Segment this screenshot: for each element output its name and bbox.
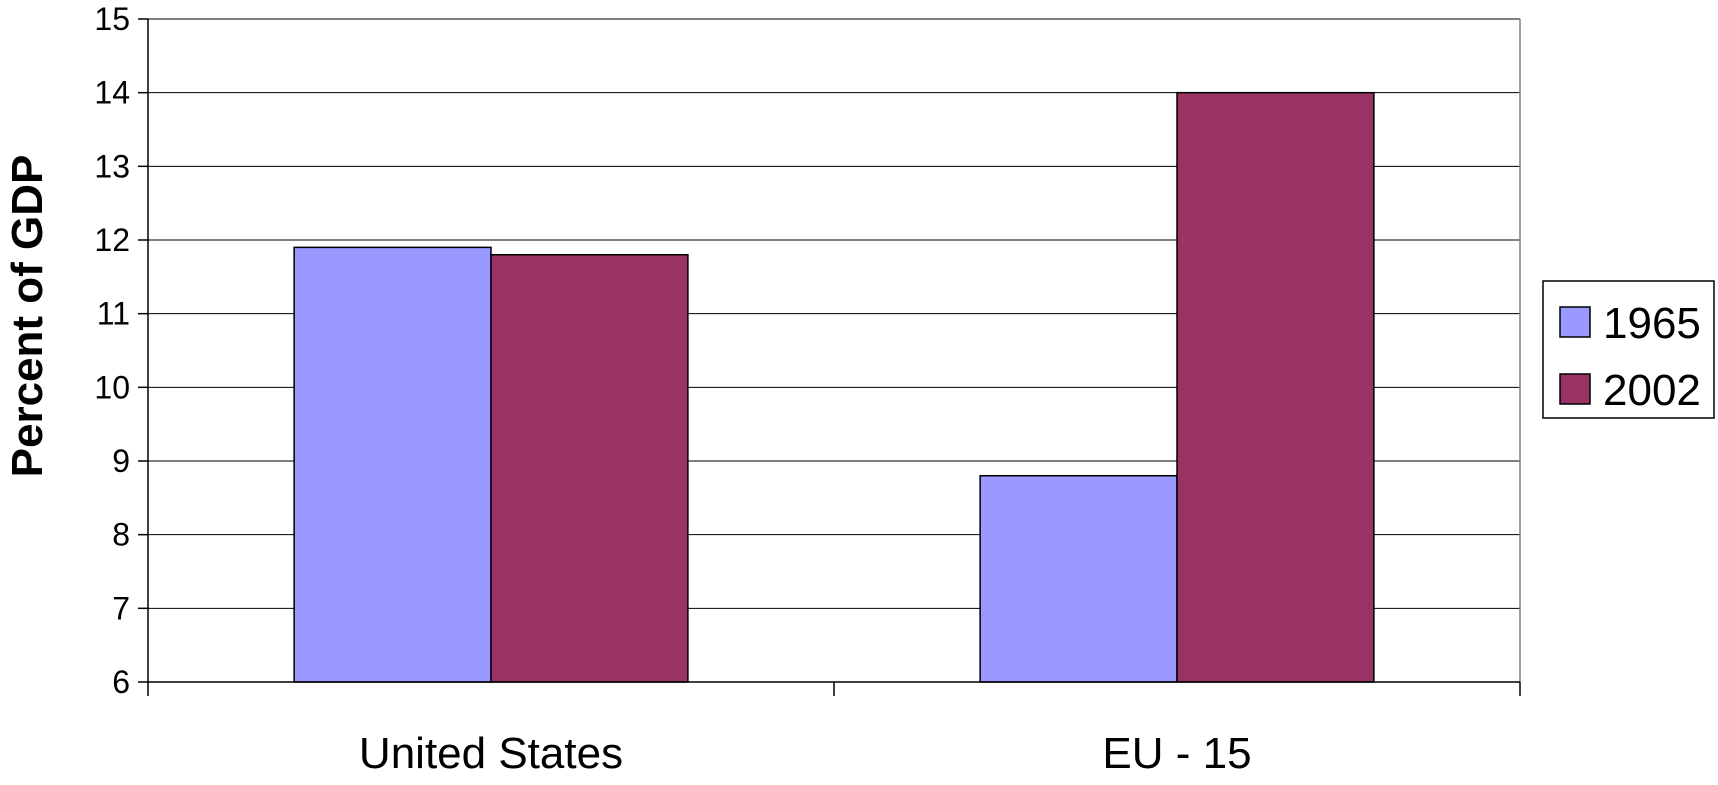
bar: [293, 246, 492, 683]
y-tick-label: 10: [94, 369, 130, 405]
y-tick-label: 13: [94, 148, 130, 184]
y-tick-label: 9: [112, 443, 130, 479]
bar: [1176, 91, 1375, 683]
y-tick-label: 11: [97, 296, 130, 332]
y-tick-label: 12: [94, 222, 130, 258]
y-tick-label: 14: [94, 75, 130, 111]
x-category-label: United States: [359, 729, 623, 778]
y-tick-label: 15: [94, 1, 130, 37]
axes: 6 7 8 9 10 11 12 13 14 15 United States EU - 15: [94, 1, 1521, 778]
legend-swatch: [1559, 306, 1591, 338]
legend-items: 1965 2002: [1559, 299, 1701, 415]
y-tick-label: 6: [112, 664, 130, 700]
x-category-label: EU - 15: [1102, 729, 1251, 778]
y-axis-label: Percent of GDP: [3, 155, 52, 478]
legend-label: 2002: [1603, 366, 1701, 415]
bar: [490, 253, 689, 683]
legend: 1965 2002: [1542, 280, 1715, 419]
legend-label: 1965: [1603, 299, 1701, 348]
bar: [979, 474, 1178, 683]
legend-swatch: [1559, 373, 1591, 405]
y-tick-label: 7: [112, 590, 130, 626]
y-tick-label: 8: [112, 517, 130, 553]
